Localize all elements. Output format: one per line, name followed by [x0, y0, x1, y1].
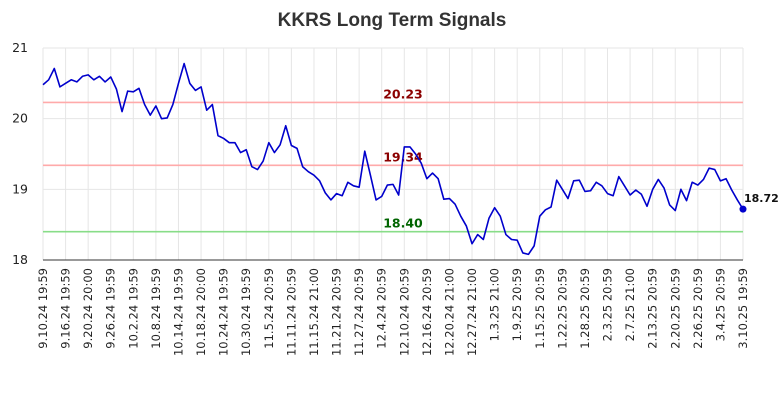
- x-tick-label: 3.4.25 20:59: [713, 268, 727, 341]
- x-tick-label: 12.27.24 21:00: [465, 268, 479, 356]
- x-tick-label: 10.18.24 20:00: [194, 268, 208, 356]
- hline-label-upper: 20.23: [383, 86, 423, 101]
- x-tick-label: 1.15.25 20:59: [533, 268, 547, 349]
- annotations: 18.72: [739, 192, 779, 213]
- x-tick-label: 1.28.25 20:59: [578, 268, 592, 349]
- x-tick-label: 2.20.25 20:59: [668, 268, 682, 349]
- x-tick-label: 9.26.24 19:59: [104, 268, 118, 349]
- last-point-marker: [739, 205, 747, 213]
- x-tick-label: 10.2.24 19:59: [126, 268, 140, 349]
- x-tick-label: 2.7.25 21:00: [623, 268, 637, 341]
- x-tick-label: 1.22.25 20:59: [555, 268, 569, 349]
- x-tick-label: 2.13.25 20:59: [646, 268, 660, 349]
- x-tick-label: 9.10.24 19:59: [36, 268, 50, 349]
- y-tick-label: 20: [12, 111, 28, 126]
- x-tick-label: 2.3.25 20:59: [601, 268, 615, 341]
- x-tick-label: 11.5.24 20:59: [262, 268, 276, 349]
- x-tick-label: 12.16.24 20:59: [420, 268, 434, 356]
- x-tick-label: 12.20.24 21:00: [442, 268, 456, 356]
- x-tick-label: 11.21.24 20:59: [330, 268, 344, 356]
- x-tick-label: 2.26.25 20:59: [691, 268, 705, 349]
- x-tick-label: 11.27.24 20:59: [352, 268, 366, 356]
- x-tick-label: 11.11.24 20:59: [284, 268, 298, 356]
- x-tick-label: 1.3.25 21:00: [488, 268, 502, 341]
- y-tick-label: 18: [12, 252, 28, 267]
- x-tick-label: 12.10.24 20:59: [397, 268, 411, 356]
- x-tick-label: 12.4.24 20:59: [375, 268, 389, 349]
- x-tick-label: 3.10.25 19:59: [736, 268, 750, 349]
- y-tick-label: 19: [12, 181, 28, 196]
- last-value-label: 18.72: [744, 192, 779, 205]
- x-tick-label: 11.15.24 21:00: [307, 268, 321, 356]
- y-axis: 18 19 20 21: [12, 40, 28, 267]
- hline-label-lower: 18.40: [383, 216, 423, 231]
- chart-title: KKRS Long Term Signals: [278, 10, 507, 31]
- x-tick-label: 9.16.24 19:59: [59, 268, 73, 349]
- series-line: [42, 62, 744, 256]
- x-tick-label: 9.20.24 20:00: [81, 268, 95, 349]
- x-tick-label: 10.14.24 19:59: [171, 268, 185, 356]
- x-tick-label: 10.24.24 19:59: [217, 268, 231, 356]
- y-tick-label: 21: [12, 40, 28, 55]
- x-tick-label: 10.30.24 19:59: [239, 268, 253, 356]
- x-tick-label: 1.9.25 20:59: [510, 268, 524, 341]
- x-tick-label: 10.8.24 19:59: [149, 268, 163, 349]
- series-group: [42, 62, 744, 256]
- x-axis: 9.10.24 19:59 9.16.24 19:59 9.20.24 20:00 9…: [36, 259, 750, 356]
